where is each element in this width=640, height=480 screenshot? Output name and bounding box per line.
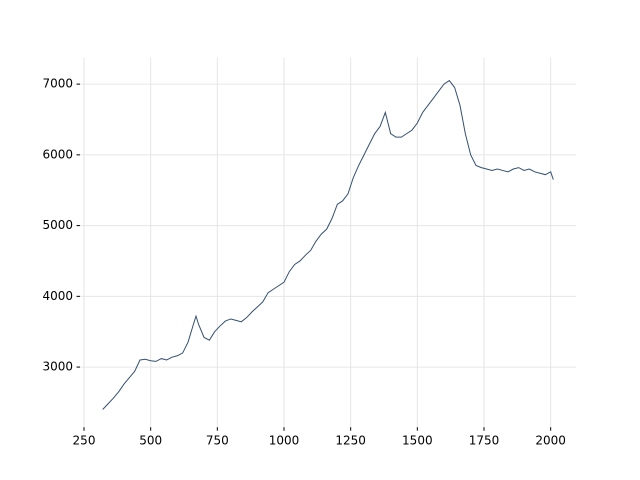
y-tick-label: 6000 bbox=[42, 147, 73, 161]
y-tick-label: 5000 bbox=[42, 218, 73, 232]
x-tick-label: 2000 bbox=[535, 434, 566, 448]
x-tick-label: 500 bbox=[139, 434, 162, 448]
x-tick-label: 1250 bbox=[335, 434, 366, 448]
x-tick-label: 250 bbox=[73, 434, 96, 448]
y-tick-label: 7000 bbox=[42, 77, 73, 91]
x-tick-label: 1000 bbox=[269, 434, 300, 448]
data-line bbox=[102, 79, 554, 410]
y-tick-label: 3000 bbox=[42, 360, 73, 374]
y-tick-label: 4000 bbox=[42, 289, 73, 303]
x-tick-label: 1750 bbox=[469, 434, 500, 448]
x-tick-label: 1500 bbox=[402, 434, 433, 448]
x-tick-label: 750 bbox=[206, 434, 229, 448]
